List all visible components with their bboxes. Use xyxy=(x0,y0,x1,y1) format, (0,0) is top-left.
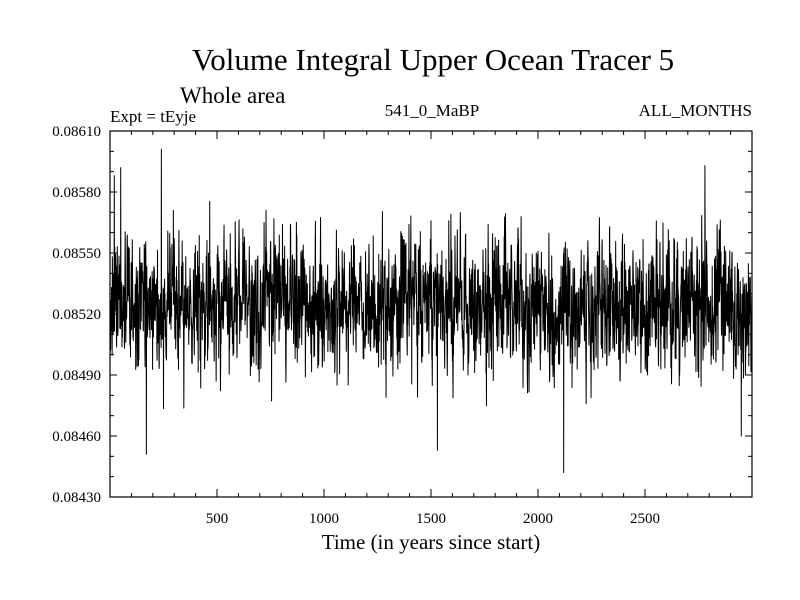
x-tick-label: 2000 xyxy=(523,511,553,527)
y-tick-label: 0.08430 xyxy=(52,490,101,506)
y-tick-label: 0.08610 xyxy=(52,124,101,140)
chart-subtitle: Whole area xyxy=(180,83,285,108)
x-tick-label: 2500 xyxy=(630,511,660,527)
x-axis-label: Time (in years since start) xyxy=(322,530,541,554)
y-tick-label: 0.08490 xyxy=(52,368,101,384)
y-axis: 0.08430 0.08460 0.08490 0.08520 0.08550 0.085… xyxy=(52,124,752,506)
season-label: ALL_MONTHS xyxy=(639,101,752,120)
experiment-label: Expt = tEyje xyxy=(110,107,196,126)
y-tick-label: 0.08550 xyxy=(52,246,101,262)
plot-frame xyxy=(109,130,753,498)
x-tick-label: 1500 xyxy=(416,511,446,527)
chart-title: Volume Integral Upper Ocean Tracer 5 xyxy=(192,42,674,77)
x-tick-label: 1000 xyxy=(309,511,339,527)
series-line-tEyje xyxy=(110,148,752,474)
y-tick-label: 0.08520 xyxy=(52,307,101,323)
period-label: 541_0_MaBP xyxy=(385,101,479,120)
y-tick-label: 0.08460 xyxy=(52,429,101,445)
y-tick-label: 0.08580 xyxy=(52,185,101,201)
x-axis: 500 1000 1500 2000 2500 xyxy=(130,131,732,527)
x-tick-label: 500 xyxy=(206,511,229,527)
